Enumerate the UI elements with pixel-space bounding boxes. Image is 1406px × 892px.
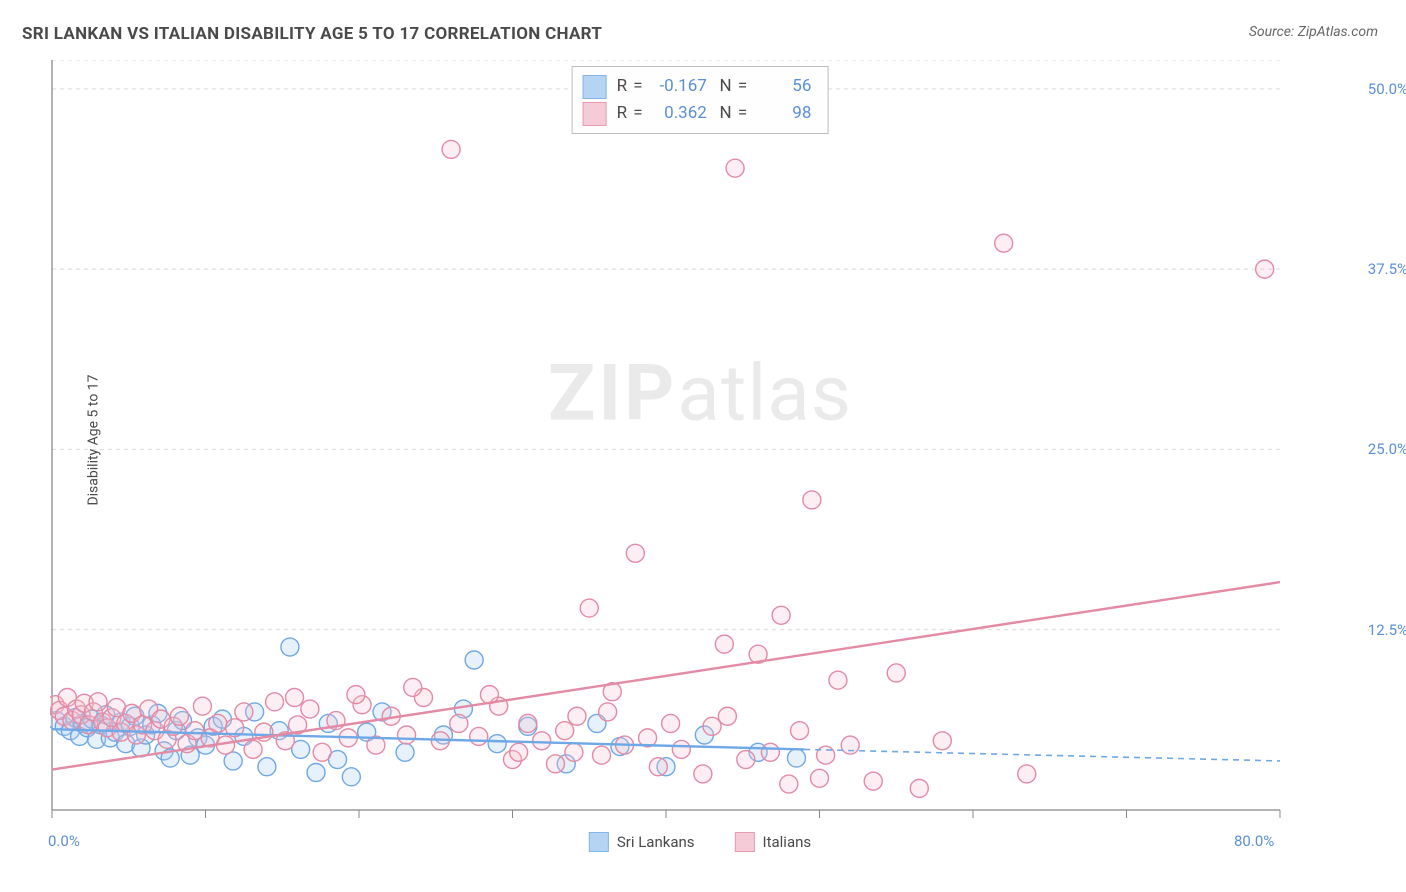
chart-title: SRI LANKAN VS ITALIAN DISABILITY AGE 5 T… bbox=[22, 24, 602, 44]
legend-swatch bbox=[589, 832, 609, 852]
chart-area: Disability Age 5 to 17 ZIPatlas R = -0.1… bbox=[50, 60, 1350, 820]
x-tick-label: 0.0% bbox=[48, 832, 80, 850]
x-tick-label: 80.0% bbox=[1234, 832, 1274, 850]
y-tick-label: 50.0% bbox=[1368, 80, 1406, 98]
legend-swatch bbox=[583, 75, 607, 99]
correlation-row: R = 0.362 N = 98 bbox=[583, 100, 812, 127]
legend-item: Sri Lankans bbox=[589, 832, 695, 852]
legend-label: Italians bbox=[763, 833, 812, 851]
y-tick-label: 37.5% bbox=[1368, 260, 1406, 278]
legend-label: Sri Lankans bbox=[617, 833, 695, 851]
correlation-legend: R = -0.167 N = 56R = 0.362 N = 98 bbox=[572, 66, 829, 134]
y-tick-label: 25.0% bbox=[1368, 440, 1406, 458]
y-tick-label: 12.5% bbox=[1368, 621, 1406, 639]
legend-swatch bbox=[583, 102, 607, 126]
legend-item: Italians bbox=[735, 832, 812, 852]
scatter-plot bbox=[50, 60, 1350, 820]
series-legend: Sri Lankans Italians bbox=[589, 832, 811, 852]
source-label: Source: ZipAtlas.com bbox=[1249, 24, 1378, 40]
correlation-row: R = -0.167 N = 56 bbox=[583, 73, 812, 100]
legend-swatch bbox=[735, 832, 755, 852]
